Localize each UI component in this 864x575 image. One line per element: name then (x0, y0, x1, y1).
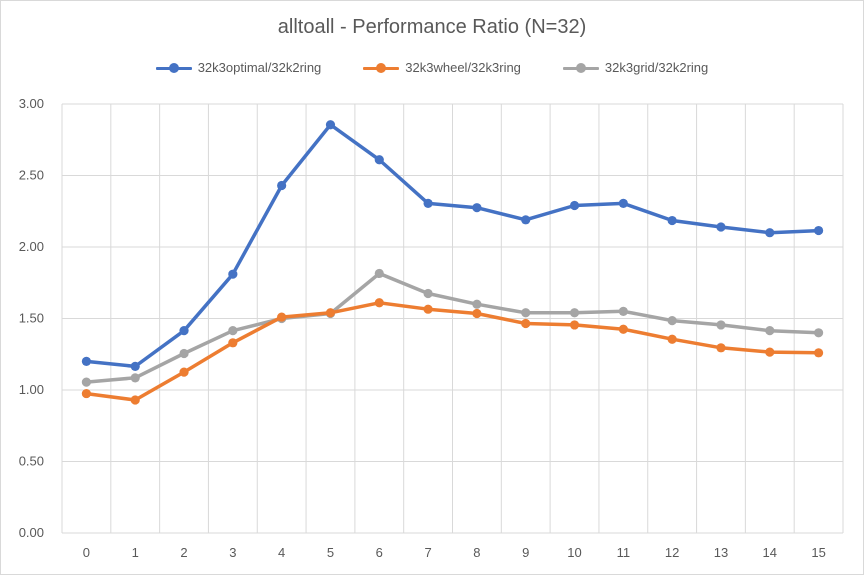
data-point-series-3 (618, 306, 628, 316)
legend-marker-series-3 (562, 62, 599, 74)
y-tick-label: 1.00 (19, 382, 44, 397)
data-point-series-2 (569, 320, 580, 330)
legend-marker-series-1 (155, 62, 192, 74)
data-point-series-3 (472, 299, 482, 309)
x-tick-label: 7 (424, 545, 431, 560)
data-point-series-1 (716, 222, 726, 232)
y-tick-label: 0.50 (19, 454, 44, 469)
data-point-series-2 (472, 308, 482, 319)
data-point-series-2 (325, 308, 336, 318)
y-tick-label: 1.50 (19, 311, 44, 326)
data-point-series-2 (667, 334, 677, 344)
y-tick-label: 2.50 (19, 168, 44, 183)
data-point-series-1 (618, 198, 628, 208)
series-line-3 (84, 271, 821, 384)
legend: 32k3optimal/32k2ring 32k3wheel/32k3ring … (0, 60, 864, 75)
x-tick-label: 15 (811, 545, 825, 560)
legend-label-series-3: 32k3grid/32k2ring (604, 60, 709, 75)
legend-label-series-2: 32k3wheel/32k3ring (405, 60, 521, 75)
x-tick-label: 3 (229, 545, 236, 560)
data-point-series-3 (374, 268, 384, 279)
x-tick-label: 2 (180, 545, 187, 560)
data-point-series-2 (521, 318, 531, 329)
data-point-series-1 (228, 269, 238, 279)
data-point-series-1 (569, 200, 580, 211)
x-tick-label: 12 (665, 545, 679, 560)
data-point-series-2 (228, 338, 238, 348)
x-tick-label: 10 (567, 545, 581, 560)
data-point-series-2 (618, 324, 628, 334)
data-point-series-3 (81, 377, 92, 387)
x-tick-label: 14 (763, 545, 777, 560)
data-point-series-1 (81, 356, 92, 366)
data-point-series-2 (179, 367, 189, 377)
x-tick-label: 13 (714, 545, 728, 560)
legend-entry-series-2: 32k3wheel/32k3ring (363, 60, 521, 75)
data-point-series-1 (521, 215, 531, 225)
legend-marker-series-2 (363, 62, 400, 74)
x-tick-label: 8 (473, 545, 480, 560)
data-point-series-2 (277, 312, 287, 322)
data-point-series-2 (374, 298, 384, 308)
series-line-1 (84, 122, 821, 369)
data-point-series-3 (179, 348, 189, 359)
data-point-series-3 (569, 308, 580, 318)
data-point-series-1 (374, 155, 384, 165)
data-point-series-3 (667, 316, 677, 326)
x-tick-label: 6 (376, 545, 383, 560)
data-point-series-1 (472, 203, 482, 213)
data-point-series-1 (813, 225, 824, 236)
y-tick-label: 2.00 (19, 239, 44, 254)
data-point-series-2 (716, 343, 726, 353)
x-tick-label: 11 (617, 545, 631, 560)
data-point-series-3 (813, 328, 824, 338)
data-point-series-1 (667, 215, 677, 226)
series-line-2 (84, 301, 821, 402)
y-tick-label: 3.00 (19, 96, 44, 111)
x-tick-label: 4 (278, 545, 285, 560)
legend-entry-series-1: 32k3optimal/32k2ring (155, 60, 322, 75)
x-tick-label: 0 (83, 545, 90, 560)
chart-title: alltoall - Performance Ratio (N=32) (277, 16, 587, 38)
legend-label-series-1: 32k3optimal/32k2ring (197, 60, 322, 75)
data-point-series-3 (423, 288, 433, 299)
x-tick-label: 1 (132, 545, 139, 560)
data-point-series-3 (521, 308, 531, 318)
data-point-series-3 (765, 326, 775, 336)
data-point-series-2 (130, 395, 140, 405)
data-point-series-3 (228, 326, 238, 336)
data-point-series-1 (277, 180, 287, 191)
data-point-series-3 (716, 320, 726, 330)
y-tick-label: 0.00 (19, 525, 44, 540)
data-point-series-2 (813, 348, 824, 358)
data-point-series-1 (179, 326, 189, 336)
x-tick-label: 9 (522, 545, 529, 560)
data-point-series-2 (765, 347, 775, 357)
data-point-series-2 (423, 304, 433, 314)
data-point-series-1 (325, 120, 336, 130)
legend-entry-series-3: 32k3grid/32k2ring (562, 60, 709, 75)
data-point-series-2 (81, 388, 92, 399)
x-tick-label: 5 (327, 545, 334, 560)
data-point-series-1 (765, 228, 775, 238)
data-point-series-3 (130, 373, 140, 383)
data-point-series-1 (423, 198, 433, 208)
data-point-series-1 (130, 361, 140, 372)
